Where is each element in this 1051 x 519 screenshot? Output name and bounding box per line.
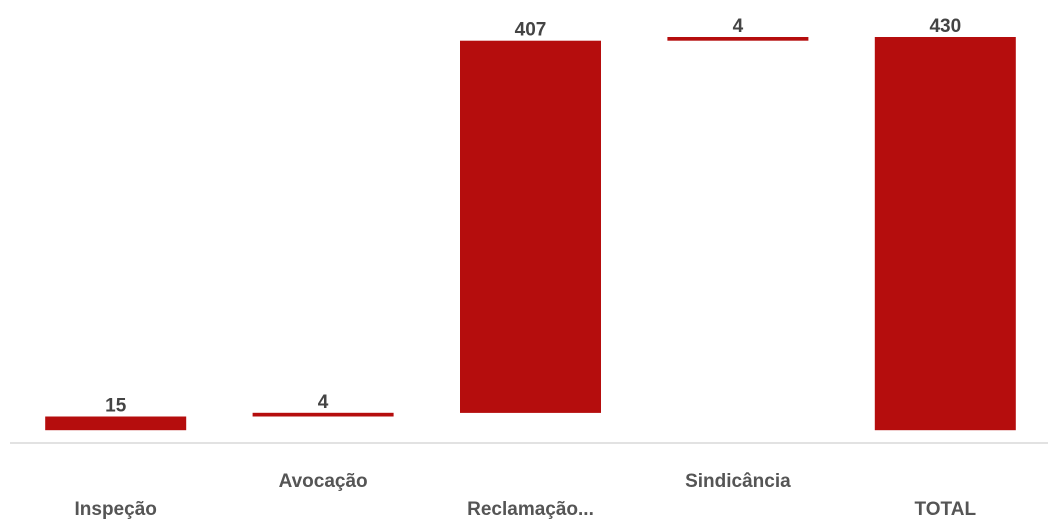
- value-label-4: 430: [929, 16, 961, 37]
- category-label-3: Sindicância: [685, 471, 791, 492]
- category-label-0: Inspeção: [75, 499, 157, 519]
- category-labels-group: Inspeção Avocação Reclamação... Sindicância…: [75, 471, 977, 519]
- value-label-1: 4: [318, 392, 329, 413]
- bars-group: [45, 37, 1016, 431]
- value-label-3: 4: [733, 16, 744, 37]
- bar-0: [45, 416, 187, 431]
- category-label-1: Avocação: [279, 471, 368, 492]
- category-label-2: Reclamação...: [467, 499, 594, 519]
- bar-3: [667, 37, 809, 41]
- bar-1: [252, 412, 394, 417]
- bar-2: [460, 40, 601, 413]
- value-labels-group: 15 4 407 4 430: [105, 16, 961, 417]
- category-label-4: TOTAL: [915, 499, 977, 519]
- bar-4: [874, 37, 1016, 431]
- value-label-2: 407: [515, 20, 547, 41]
- value-label-0: 15: [105, 396, 127, 417]
